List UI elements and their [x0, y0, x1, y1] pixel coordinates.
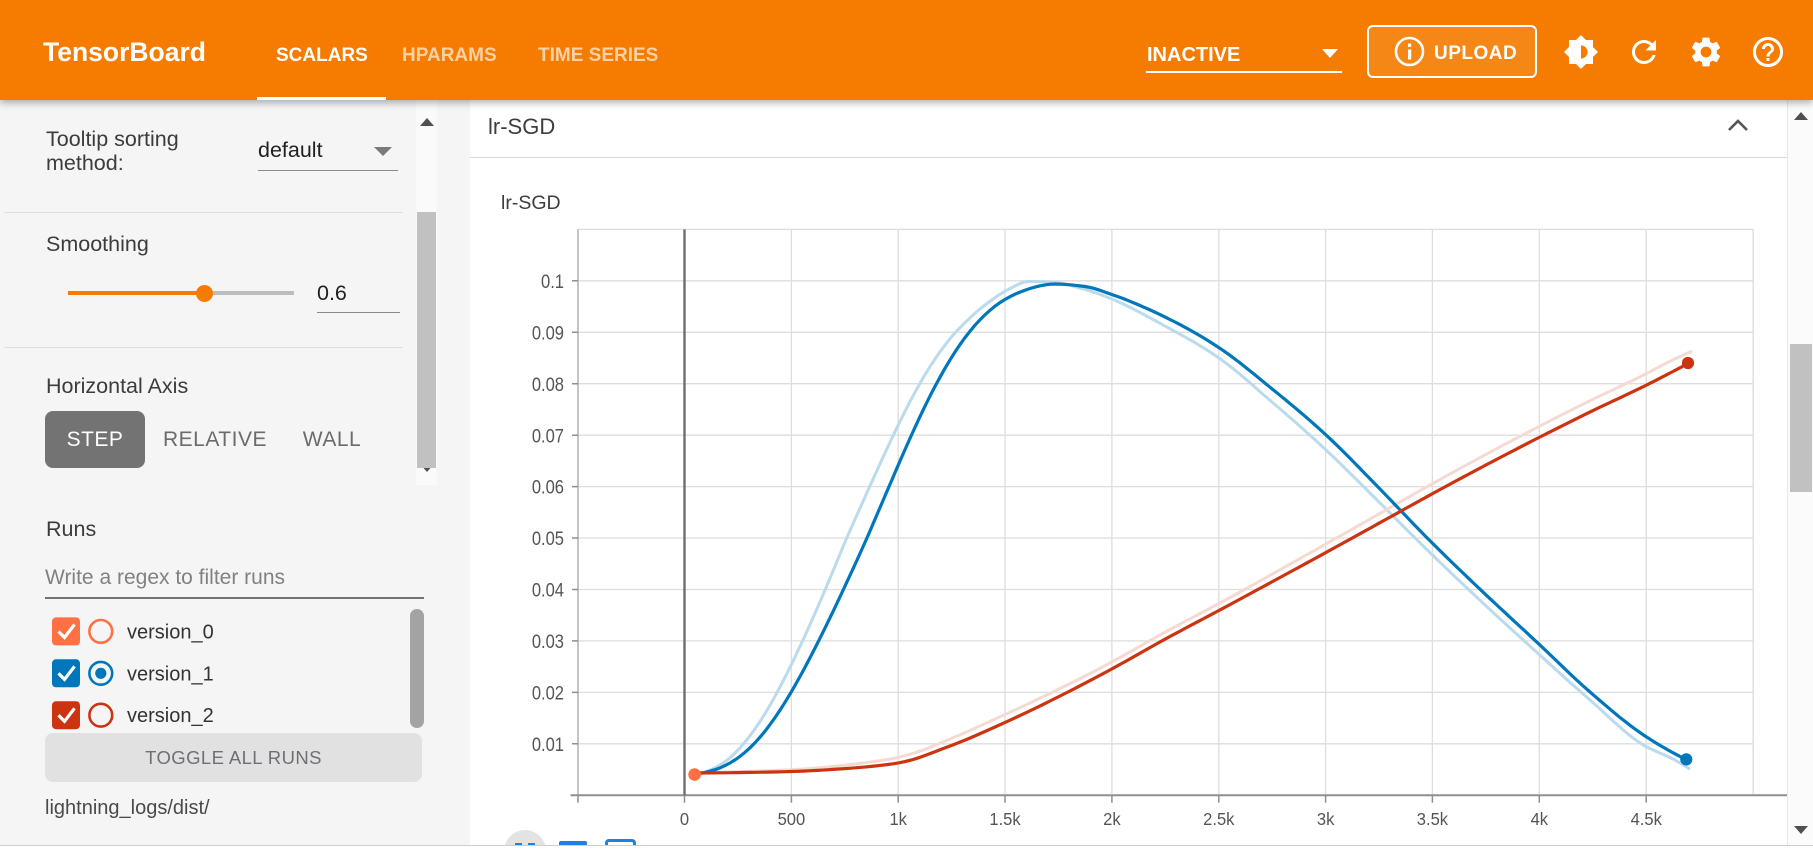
svg-text:0.09: 0.09 — [532, 322, 564, 343]
svg-text:1.5k: 1.5k — [989, 808, 1021, 829]
svg-text:0.04: 0.04 — [532, 580, 564, 601]
svg-text:version_2: version_2 — [127, 705, 214, 727]
svg-text:2.5k: 2.5k — [1203, 808, 1235, 829]
svg-text:0.06: 0.06 — [532, 477, 564, 498]
svg-text:version_0: version_0 — [127, 621, 214, 643]
svg-text:500: 500 — [778, 808, 806, 829]
svg-text:0.01: 0.01 — [532, 734, 564, 755]
svg-text:0.05: 0.05 — [532, 528, 564, 549]
svg-text:3k: 3k — [1317, 808, 1335, 829]
svg-text:0: 0 — [680, 808, 689, 829]
svg-text:4.5k: 4.5k — [1631, 808, 1663, 829]
svg-text:version_1: version_1 — [127, 663, 214, 685]
svg-text:3.5k: 3.5k — [1417, 808, 1449, 829]
svg-text:0.07: 0.07 — [532, 425, 564, 446]
svg-text:0.03: 0.03 — [532, 631, 564, 652]
svg-text:1k: 1k — [889, 808, 907, 829]
svg-text:4k: 4k — [1531, 808, 1549, 829]
svg-text:0.1: 0.1 — [541, 271, 564, 292]
svg-text:0.02: 0.02 — [532, 682, 564, 703]
svg-text:2k: 2k — [1103, 808, 1121, 829]
svg-text:0.08: 0.08 — [532, 374, 564, 395]
